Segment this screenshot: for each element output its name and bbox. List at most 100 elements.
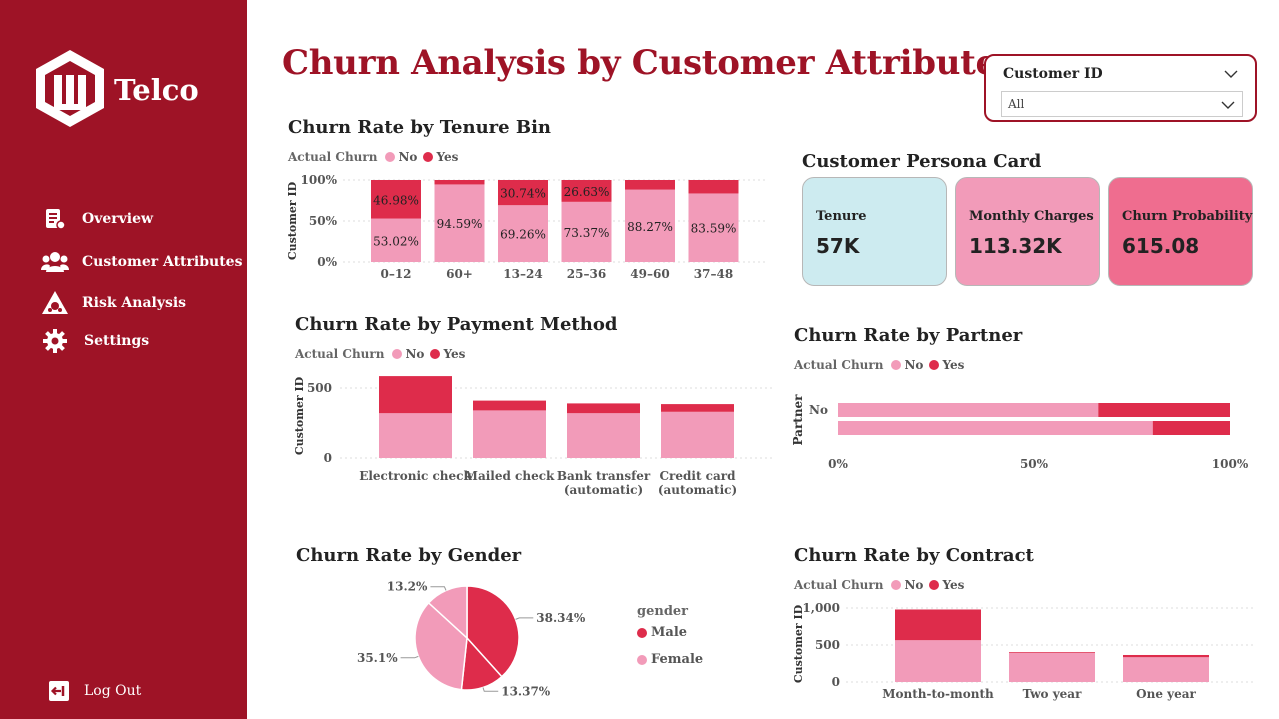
contract-chart-legend: Actual Churn No Yes: [794, 578, 970, 592]
data-label: 69.26%: [500, 228, 546, 242]
legend-male: Male: [651, 625, 688, 640]
y-tick-label: 100%: [301, 173, 338, 187]
tenure-chart-title: Churn Rate by Tenure Bin: [288, 117, 552, 138]
x-tick-label: 0%: [828, 457, 848, 471]
bar-yes: [434, 180, 485, 185]
bar-yes: [379, 376, 452, 414]
logout-button[interactable]: Log Out: [44, 676, 141, 706]
x-tick-label: One year: [1136, 687, 1196, 701]
gender-legend: gender Male Female: [637, 604, 703, 679]
tenure-y-axis-title: Customer ID: [286, 181, 299, 260]
bar-yes: [498, 180, 548, 206]
y-tick-label: 500: [307, 381, 332, 395]
bar-no: [1123, 657, 1209, 682]
persona-card-tenure: Tenure 57K: [802, 177, 947, 286]
nav-label-customer-attributes: Customer Attributes: [82, 254, 243, 270]
bar-yes: [473, 400, 546, 411]
chevron-down-icon[interactable]: [1223, 66, 1239, 82]
card-value-churn-probability: 615.08: [1122, 234, 1200, 258]
slicer-title: Customer ID: [1003, 66, 1103, 82]
chevron-down-icon[interactable]: [1220, 97, 1236, 113]
x-tick-label: Credit card: [660, 469, 737, 483]
bar-no: [498, 205, 548, 262]
bar-yes: [1009, 652, 1095, 653]
legend-dot-no: [891, 360, 902, 370]
persona-card-monthly-charges: Monthly Charges 113.32K: [955, 177, 1100, 286]
legend-no: No: [904, 578, 924, 592]
bar-no: [688, 193, 739, 262]
data-label: 88.27%: [627, 220, 673, 234]
legend-dot-yes: [430, 349, 441, 359]
telco-logo-icon: [36, 50, 104, 127]
x-tick-label: 50%: [1020, 457, 1049, 471]
gender-chart-title: Churn Rate by Gender: [296, 545, 522, 566]
data-label: 30.74%: [500, 187, 546, 201]
bar-yes: [371, 180, 421, 219]
nav-label-overview: Overview: [82, 211, 154, 227]
bar-no: [379, 413, 452, 458]
bar-no: [661, 411, 734, 458]
x-tick-label: 0–12: [380, 267, 411, 281]
y-tick-label: 1,000: [802, 601, 840, 615]
bar-yes: [688, 180, 739, 194]
y-tick-label: 0: [324, 451, 332, 465]
legend-title: Actual Churn: [288, 150, 378, 164]
nav-item-overview[interactable]: Overview: [40, 204, 153, 234]
pie-data-label: 13.2%: [387, 580, 428, 594]
legend-yes: Yes: [443, 347, 466, 361]
data-label: 94.59%: [437, 217, 483, 231]
card-value-tenure: 57K: [816, 234, 860, 258]
pie-data-label: 35.1%: [357, 651, 398, 665]
legend-title: Actual Churn: [794, 358, 884, 372]
pie-leader-line: [515, 617, 534, 620]
y-tick-label: 50%: [309, 214, 338, 228]
nav-item-settings[interactable]: Settings: [40, 326, 149, 356]
legend-yes: Yes: [942, 358, 965, 372]
x-tick-label: (automatic): [564, 483, 643, 497]
x-tick-label: 60+: [446, 267, 473, 281]
report-icon: [40, 204, 70, 234]
y-tick-label: 0%: [317, 255, 337, 269]
bar-no: [371, 218, 421, 262]
legend-dot-yes: [929, 360, 940, 370]
card-label-churn-probability: Churn Probability: [1122, 209, 1253, 224]
contract-chart-title: Churn Rate by Contract: [794, 545, 1034, 566]
logout-icon: [44, 676, 74, 706]
bar-yes: [1152, 421, 1230, 435]
x-tick-label: 37–48: [694, 267, 733, 281]
pie-slice: [466, 585, 520, 678]
x-tick-label: (automatic): [658, 483, 737, 497]
bar-yes: [661, 404, 734, 412]
data-label: 73.37%: [564, 226, 610, 240]
payment-y-axis-title: Customer ID: [293, 376, 306, 455]
legend-dot-yes: [929, 580, 940, 590]
legend-female: Female: [651, 652, 704, 667]
bar-no: [473, 410, 546, 458]
persona-card-churn-probability: Churn Probability 615.08: [1108, 177, 1253, 286]
nav-item-risk-analysis[interactable]: Risk Analysis: [40, 288, 186, 318]
gear-icon: [40, 326, 70, 356]
bar-no: [838, 403, 1099, 417]
tenure-chart-legend: Actual Churn No Yes: [288, 150, 464, 164]
legend-title: Actual Churn: [794, 578, 884, 592]
nav-item-customer-attributes[interactable]: Customer Attributes: [40, 247, 242, 277]
legend-yes: Yes: [436, 150, 459, 164]
sidebar: Telco Overview Customer Attributes Risk …: [0, 0, 247, 719]
partner-chart-title: Churn Rate by Partner: [794, 325, 1023, 346]
y-tick-label: 500: [815, 638, 840, 652]
slicer-dropdown[interactable]: All: [1001, 91, 1243, 117]
legend-dot-no: [385, 152, 396, 162]
x-tick-label: Mailed check: [465, 469, 555, 483]
bar-no: [561, 201, 612, 262]
bar-no: [838, 421, 1153, 435]
contract-bar-chart: Customer ID1,000 500 0 Month-to-month Two ye…: [792, 601, 1256, 701]
partner-y-axis-title: Partner: [791, 394, 805, 446]
y-tick-label: 0: [832, 675, 840, 689]
nav-label-risk-analysis: Risk Analysis: [82, 295, 187, 311]
customer-id-slicer[interactable]: Customer ID All: [984, 54, 1257, 122]
bar-no: [1009, 652, 1095, 682]
bar-yes: [561, 180, 612, 202]
pie-leader-line: [400, 655, 419, 659]
bar-no: [567, 413, 640, 458]
